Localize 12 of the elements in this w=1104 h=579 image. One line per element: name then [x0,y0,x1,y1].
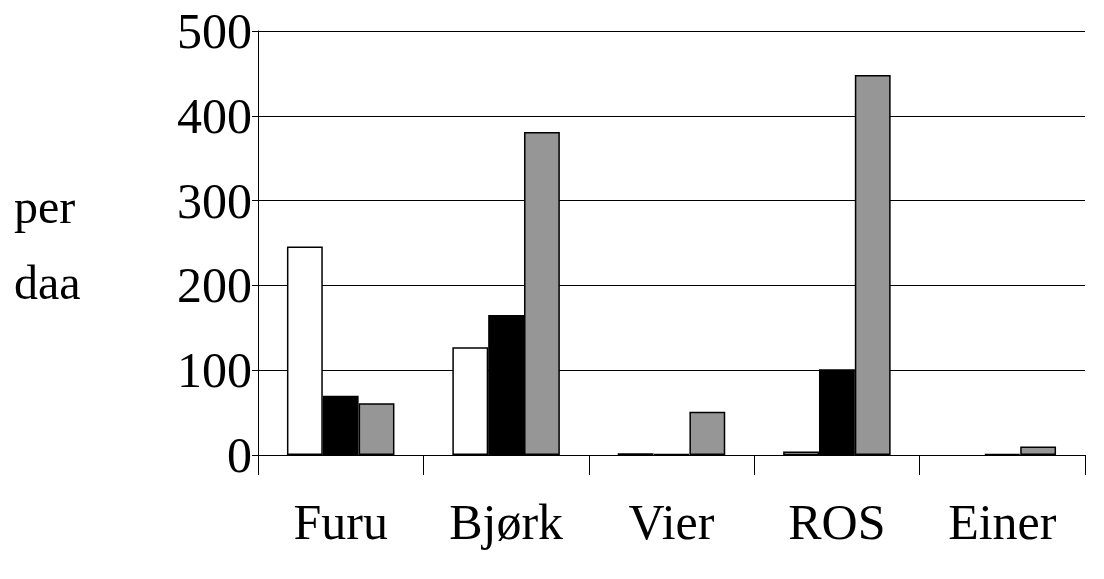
y-tick-label: 400 [177,87,252,144]
x-tick-label: Bjørk [449,494,564,550]
x-tick-label: ROS [788,494,886,550]
y-tick-label: 300 [177,172,252,229]
y-tick-label: 500 [177,3,252,59]
x-tick-label: Furu [293,494,388,550]
x-tick-label: Einer [948,494,1057,550]
x-tick-label: Vier [628,494,715,550]
y-tick-label: 0 [227,427,252,483]
y-tick-label: 200 [177,257,252,314]
y-tick-label: 100 [177,342,252,399]
y-axis-title: per daa [14,179,88,309]
